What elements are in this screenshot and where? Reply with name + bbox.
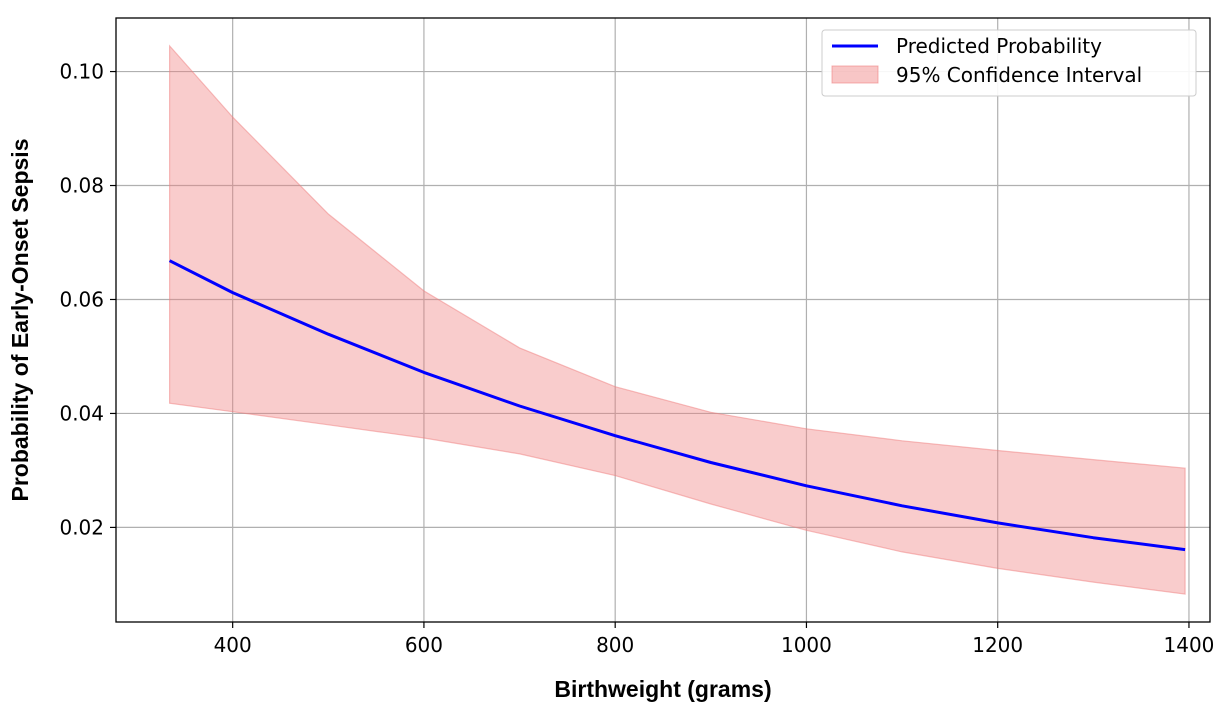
y-tick-label: 0.08 [59,174,104,198]
axis-ticks: 400 600 800 1000 1200 1400 0.02 0.04 0.06 0.08 0.1… [59,60,1214,657]
y-tick-label: 0.04 [59,401,104,425]
legend-band-swatch [831,65,879,84]
plot-frame [115,17,1211,623]
x-tick-label: 1000 [781,633,832,657]
x-tick-label: 1400 [1164,633,1215,657]
x-tick-label: 1200 [972,633,1023,657]
legend-label-confidence: 95% Confidence Interval [896,63,1142,87]
predicted-probability-line [168,259,1186,552]
x-axis-title: Birthweight (grams) [554,676,771,702]
x-tick-label: 800 [596,633,634,657]
x-tick-label: 400 [214,633,252,657]
y-tick-label: 0.06 [59,287,104,311]
legend-box [821,29,1197,97]
legend-label-predicted: Predicted Probability [896,34,1102,58]
grid [116,18,1210,622]
y-axis-title: Probability of Early-Onset Sepsis [7,139,33,502]
legend: Predicted Probability 95% Confidence Int… [821,29,1197,97]
y-tick-label: 0.02 [59,515,104,539]
x-tick-label: 600 [405,633,443,657]
confidence-band [169,44,1186,595]
y-tick-label: 0.10 [59,60,104,84]
